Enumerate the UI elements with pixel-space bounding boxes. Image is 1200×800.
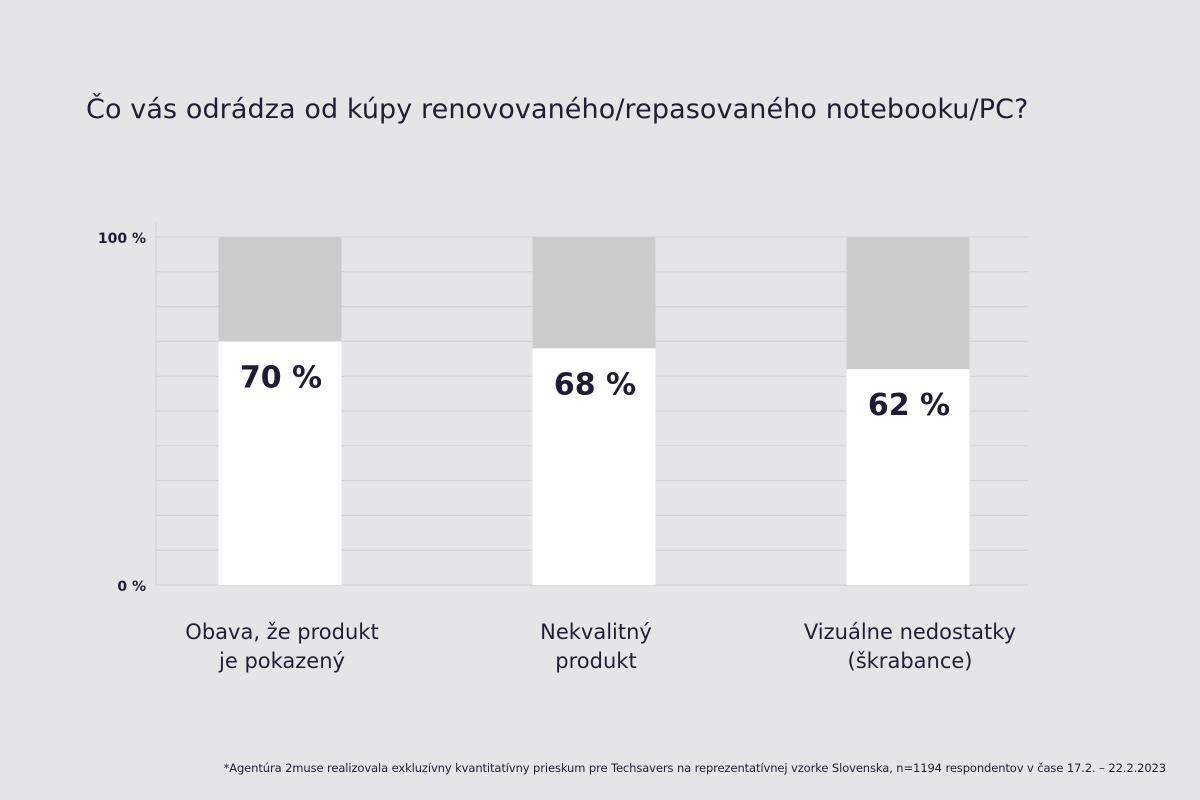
y-tick-label-max: 100 % [98,231,146,247]
y-tick-label-min: 0 % [117,579,146,595]
category-label: produkt [555,649,636,673]
bar [532,348,656,585]
bar [846,369,970,585]
bar-remainder [532,237,656,349]
bar-value-label: 62 % [868,388,950,423]
bar-value-label: 68 % [554,367,636,402]
category-label: (škrabance) [848,649,973,673]
bar-remainder [846,237,970,370]
footnote: *Agentúra 2muse realizovala exkluzívny k… [223,761,1167,775]
category-label: Vizuálne nedostatky [804,620,1016,644]
category-label: Nekvalitný [540,620,652,644]
bar-remainder [218,237,342,342]
category-label: Obava, že produkt [185,620,378,644]
bar [218,341,342,585]
chart-title: Čo vás odrádza od kúpy renovovaného/repa… [86,94,1029,125]
category-label: je pokazený [218,649,345,673]
bar-value-label: 70 % [240,360,322,395]
